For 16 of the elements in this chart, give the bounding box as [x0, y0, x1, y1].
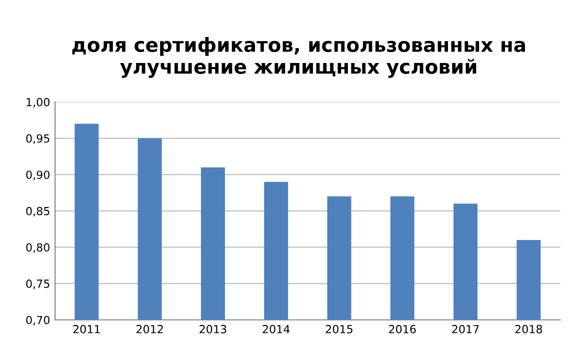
y-tick-label: 0,80: [26, 243, 50, 253]
x-tick-label: 2018: [515, 324, 542, 334]
x-tick-label: 2012: [136, 324, 163, 334]
x-tick-label: 2014: [262, 324, 290, 334]
x-tick-label: 2017: [452, 324, 479, 334]
x-tick-label: 2016: [389, 324, 416, 334]
y-tick-label: 0,95: [26, 134, 50, 144]
y-tick-label: 1,00: [26, 98, 50, 108]
y-tick-label: 0,85: [26, 206, 50, 216]
x-tick-label: 2013: [200, 324, 226, 334]
y-tick-label: 0,75: [26, 280, 50, 290]
x-tick-label: 2011: [73, 324, 100, 334]
y-tick-label: 0,90: [26, 170, 50, 180]
y-tick-label: 0,70: [26, 316, 50, 326]
chart-title: доля сертификатов, использованных на улучшение жилищных условий: [72, 37, 525, 78]
x-tick-label: 2015: [326, 324, 352, 334]
